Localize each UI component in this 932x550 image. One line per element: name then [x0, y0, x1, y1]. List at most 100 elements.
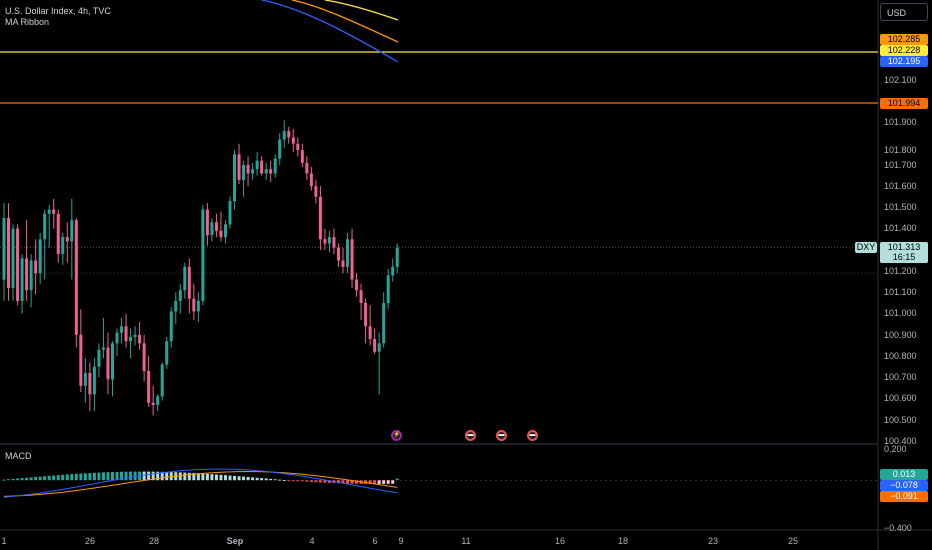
candle-body — [332, 237, 336, 248]
ma3-tag: 102.195 — [880, 56, 928, 67]
macd-hist-tag: 0.013 — [880, 469, 928, 480]
candle-body — [70, 220, 74, 242]
price-tick-label: 100.500 — [884, 415, 917, 425]
candle-body — [83, 373, 87, 386]
macd-histogram-bar — [287, 480, 291, 482]
last-price: 101.313 — [887, 242, 921, 252]
candle-body — [309, 173, 313, 187]
macd-histogram-bar — [323, 480, 327, 483]
macd-histogram-bar — [382, 480, 386, 484]
price-tick-label: 101.900 — [884, 117, 917, 127]
candle-body — [2, 218, 6, 280]
macd-histogram-bar — [260, 478, 264, 481]
candle-body — [305, 162, 309, 174]
macd-histogram-bar — [386, 480, 390, 484]
time-tick-label: 4 — [309, 536, 315, 546]
level-tag: 101.994 — [880, 98, 928, 109]
ma-ribbon-line — [291, 0, 399, 43]
price-tick-label: 101.200 — [884, 266, 917, 276]
candle-body — [156, 396, 160, 405]
candle-body — [38, 239, 42, 274]
ma1-tag: 102.285 — [880, 34, 928, 45]
macd-histogram-bar — [219, 474, 223, 481]
candle-body — [34, 260, 38, 274]
price-tick-label: 100.600 — [884, 393, 917, 403]
candle-body — [183, 266, 187, 291]
candle-body — [106, 347, 110, 380]
candle-body — [327, 237, 331, 244]
macd-histogram-bar — [205, 473, 209, 481]
macd-histogram-bar — [106, 472, 110, 481]
candle-body — [318, 196, 322, 240]
candle-body — [192, 298, 196, 312]
macd-histogram-bar — [7, 479, 11, 481]
candle-body — [61, 237, 65, 255]
macd-histogram-bar — [115, 471, 119, 481]
ma-ribbon-line — [324, 0, 399, 21]
macd-histogram-bar — [196, 473, 200, 481]
macd-histogram-bar — [38, 476, 42, 481]
candle-body — [16, 228, 20, 301]
macd-histogram-bar — [377, 480, 381, 484]
macd-histogram-bar — [178, 472, 182, 481]
us-flag-icon[interactable]: ▬ — [496, 430, 507, 441]
macd-histogram-bar — [364, 480, 368, 484]
macd-histogram-bar — [97, 472, 101, 481]
candle-body — [364, 302, 368, 327]
macd-line-tag: −0.078 — [880, 480, 928, 491]
time-tick-label: 25 — [787, 536, 799, 546]
candle-body — [355, 279, 359, 291]
candle-body — [395, 247, 399, 267]
macd-histogram-bar — [142, 471, 146, 481]
macd-histogram-bar — [20, 478, 24, 481]
macd-label[interactable]: MACD — [5, 451, 32, 461]
macd-histogram-bar — [52, 475, 56, 481]
candle-body — [92, 366, 96, 395]
macd-histogram-bar — [169, 472, 173, 481]
macd-histogram-bar — [228, 475, 232, 481]
candle-body — [56, 213, 60, 255]
macd-histogram-bar — [278, 479, 282, 481]
macd-histogram-bar — [34, 476, 38, 481]
price-tick-label: 101.400 — [884, 223, 917, 233]
candle-body — [25, 258, 29, 291]
macd-histogram-bar — [101, 472, 105, 481]
candle-body — [196, 300, 200, 312]
last-price-tag: 101.313 16:15 — [880, 242, 928, 263]
macd-histogram-bar — [25, 477, 29, 481]
us-flag-icon[interactable]: ▬ — [465, 430, 476, 441]
candle-body — [273, 158, 277, 174]
macd-histogram-bar — [47, 475, 51, 481]
macd-histogram-bar — [214, 474, 218, 481]
macd-line — [3, 468, 398, 498]
macd-histogram-bar — [336, 480, 340, 484]
candle-body — [314, 186, 318, 197]
indicator-label[interactable]: MA Ribbon — [5, 17, 50, 27]
macd-histogram-bar — [264, 478, 268, 481]
macd-histogram-bar — [251, 477, 255, 481]
macd-histogram-bar — [273, 479, 277, 481]
candle-body — [359, 290, 363, 303]
macd-histogram-bar — [70, 474, 74, 481]
candle-body — [138, 334, 142, 344]
macd-histogram-bar — [223, 475, 227, 481]
candle-body — [20, 258, 24, 301]
currency-button[interactable]: USD — [880, 3, 928, 21]
macd-histogram-bar — [346, 480, 350, 484]
macd-histogram-bar — [129, 471, 133, 481]
candle-body — [74, 220, 78, 335]
macd-histogram-bar — [269, 478, 273, 481]
price-tick-label: 101.500 — [884, 202, 917, 212]
lightning-icon[interactable]: ⚡ — [391, 430, 402, 441]
us-flag-icon[interactable]: ▬ — [527, 430, 538, 441]
macd-histogram-bar — [29, 477, 33, 481]
macd-histogram-bar — [56, 475, 60, 481]
candle-body — [386, 275, 390, 303]
candle-body — [169, 311, 173, 342]
candle-body — [165, 341, 169, 365]
candle-body — [147, 370, 151, 403]
candle-body — [178, 290, 182, 301]
macd-histogram-bar — [187, 472, 191, 481]
price-tick-label: 101.800 — [884, 145, 917, 155]
